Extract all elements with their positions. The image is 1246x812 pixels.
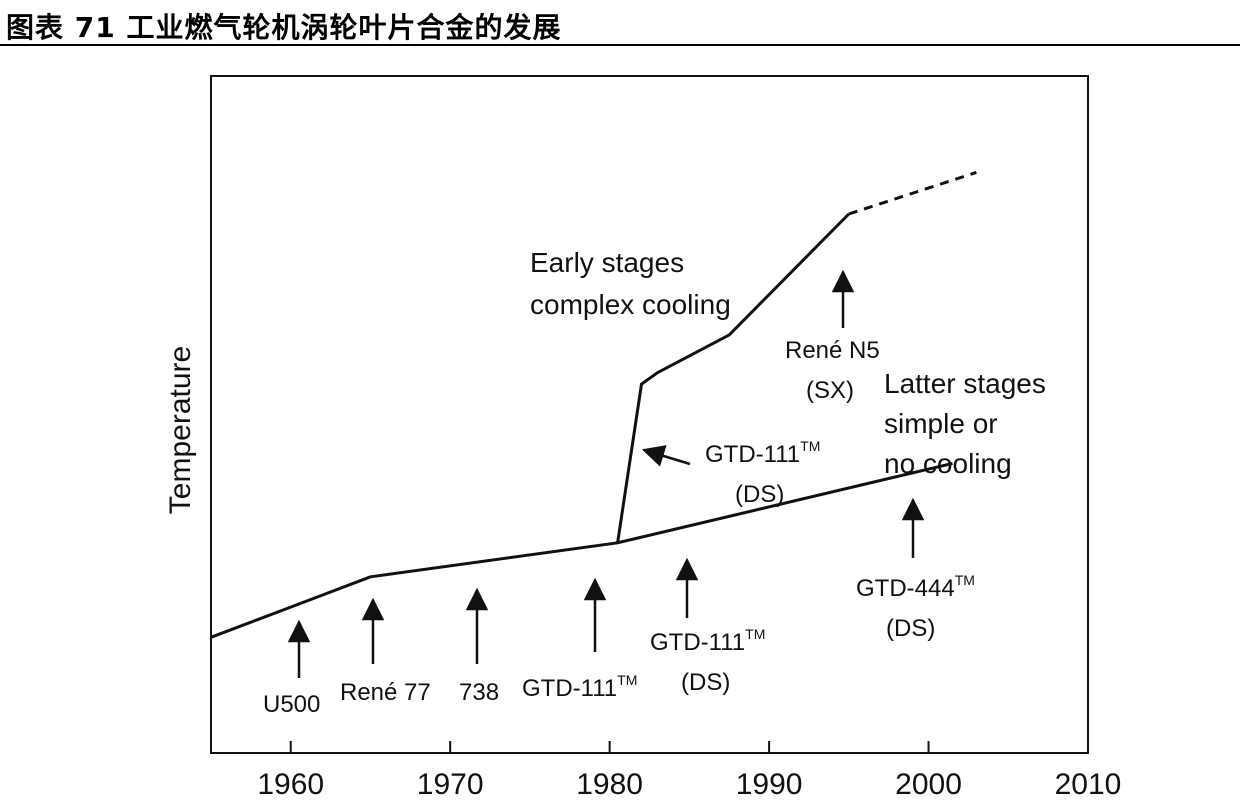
- region-label-latter: Latter stages: [884, 368, 1046, 399]
- annotation-label-gtd111ds_upper: GTD-111TM: [705, 438, 820, 468]
- tm-superscript: TM: [745, 626, 765, 642]
- annotation-label-gtd111ds_lower: (DS): [681, 669, 730, 696]
- region-label-early: complex cooling: [530, 289, 731, 320]
- annotation-label-u500: U500: [263, 691, 320, 718]
- tm-superscript: TM: [800, 438, 820, 454]
- annotation-label-gtd111ds_upper: (DS): [735, 481, 784, 508]
- figure-title: 图表 71 工业燃气轮机涡轮叶片合金的发展: [6, 11, 562, 44]
- annotation-label-gtd444ds: GTD-444TM: [856, 572, 975, 602]
- x-axis: 1960 1970 1980 1990 2000 2010: [257, 741, 1121, 801]
- annotation-arrow-gtd111ds_upper: [641, 445, 691, 467]
- annotation-label-gtd111ds_lower: GTD-111TM: [650, 626, 765, 656]
- title-divider: [0, 44, 1240, 46]
- annotation-label-renen5: René N5: [785, 337, 880, 364]
- x-tick-label: 1960: [257, 768, 324, 801]
- region-label-early: Early stages: [530, 247, 684, 278]
- annotation-label-a738: 738: [459, 679, 499, 706]
- series-line-1: [616, 212, 850, 544]
- plot-frame: [210, 75, 1089, 754]
- x-tick-label: 2000: [895, 768, 962, 801]
- annotation-labels: U500 René 77 738 GTD-111TM GTD-111TM (DS) GTD-…: [263, 247, 1046, 718]
- region-label-latter: simple or: [884, 408, 998, 439]
- x-tick-label: 1980: [576, 768, 643, 801]
- tm-superscript: TM: [617, 672, 637, 688]
- y-axis-label: Temperature: [164, 346, 197, 514]
- tm-superscript: TM: [955, 572, 975, 588]
- annotation-label-renen5: (SX): [806, 377, 854, 404]
- x-tick-label: 1970: [417, 768, 484, 801]
- x-tick-label: 1990: [736, 768, 803, 801]
- x-tick-label: 2010: [1055, 768, 1122, 801]
- series-line-0: [210, 461, 953, 639]
- series-layer: [210, 170, 977, 639]
- annotation-arrows: [287, 269, 925, 678]
- annotation-label-gtd111: GTD-111TM: [522, 672, 637, 702]
- region-label-latter: no cooling: [884, 448, 1012, 479]
- series-line-2: [848, 170, 977, 216]
- annotation-label-gtd444ds: (DS): [886, 615, 935, 642]
- annotation-label-rene77: René 77: [340, 679, 431, 706]
